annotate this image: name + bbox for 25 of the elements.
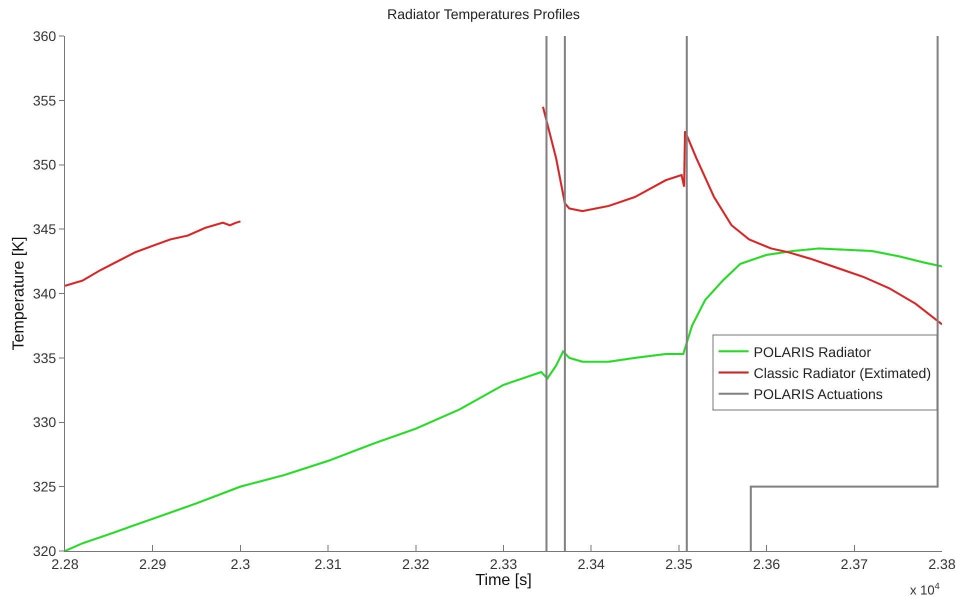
x-tick-label: 2.35 (665, 556, 693, 572)
y-tick-label: 350 (32, 156, 56, 173)
y-tick-label: 340 (32, 285, 56, 302)
legend-label: Classic Radiator (Extimated) (754, 364, 932, 381)
legend-label: POLARIS Radiator (754, 344, 872, 360)
y-tick-label: 345 (32, 221, 56, 238)
x-tick-label: 2.33 (490, 556, 518, 572)
y-tick-label: 355 (32, 92, 56, 108)
chart-title: Radiator Temperatures Profiles (387, 6, 580, 22)
x-tick-label: 2.36 (752, 556, 780, 572)
y-axis-title: Temperature [K] (10, 236, 28, 350)
x-tick-label: 2.32 (402, 556, 430, 572)
text: x 10$^{4}$ (910, 581, 940, 598)
y-tick-label: 360 (32, 28, 56, 44)
x-tick-label: 2.31 (314, 556, 342, 572)
legend-label: POLARIS Actuations (754, 386, 883, 402)
x-axis-title: Time [s] (475, 572, 532, 589)
y-tick-label: 330 (32, 414, 56, 430)
x-tick-label: 2.29 (139, 556, 167, 572)
x-tick-label: 2.34 (578, 556, 606, 572)
y-tick-label: 325 (32, 478, 56, 495)
x-tick-label: 2.38 (928, 556, 956, 572)
y-tick-label: 335 (32, 350, 56, 366)
x-tick-label: 2.3 (230, 556, 250, 572)
x-tick-label: 2.37 (840, 556, 868, 572)
